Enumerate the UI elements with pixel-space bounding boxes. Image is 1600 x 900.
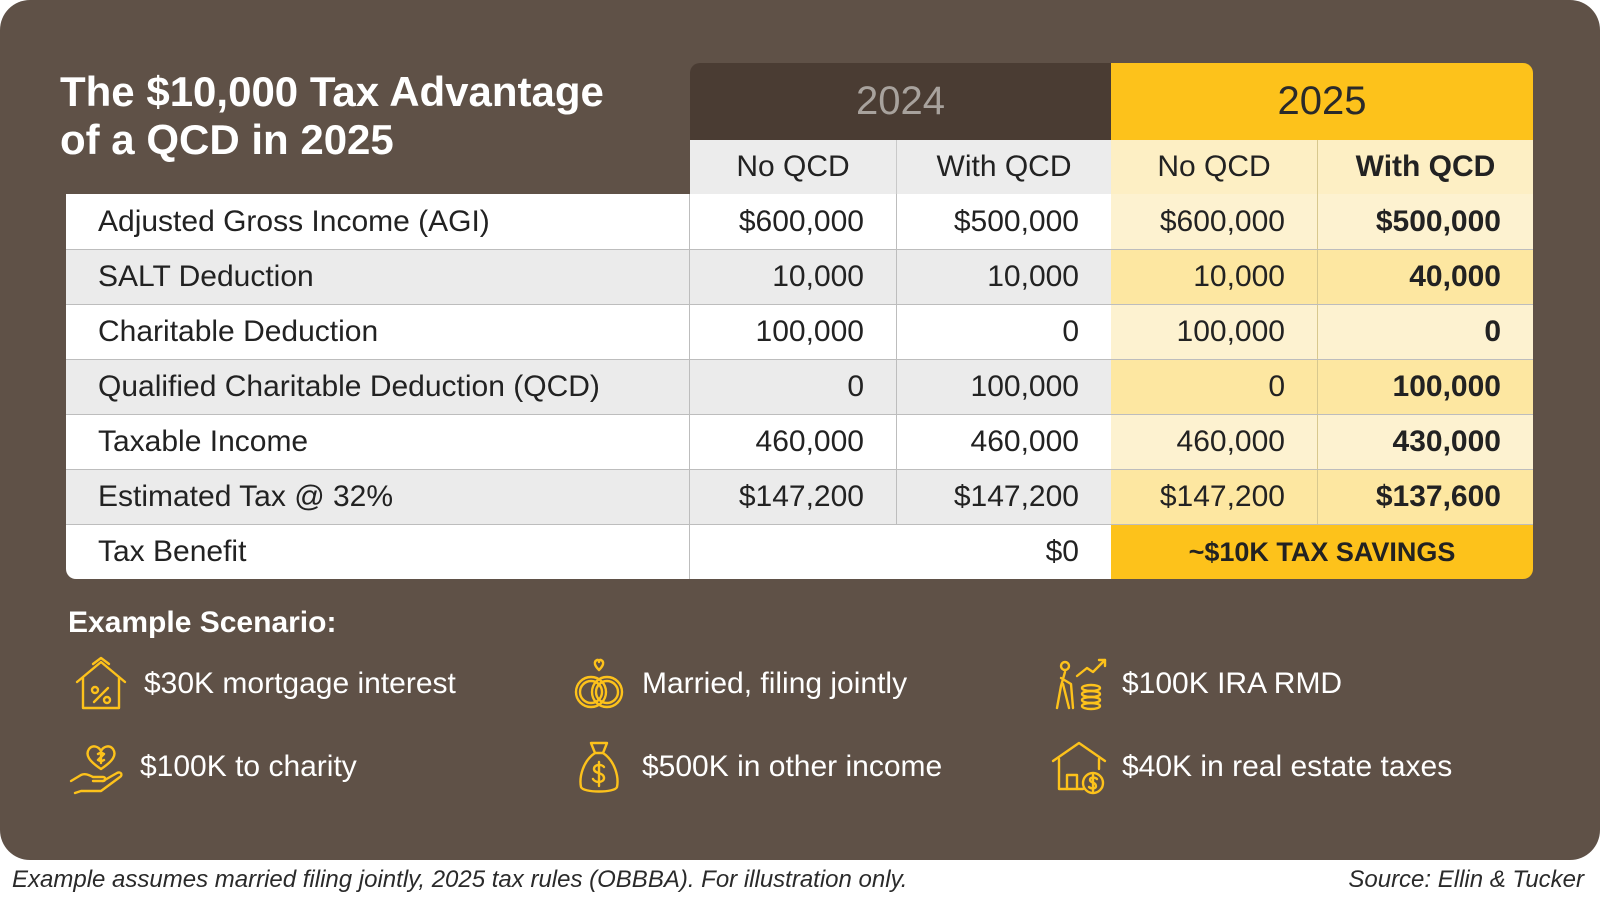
title-line-2: of a QCD in 2025 bbox=[60, 116, 394, 163]
cell-2024-no-qcd: 100,000 bbox=[690, 305, 897, 359]
scenario-item-text: $100K IRA RMD bbox=[1122, 667, 1343, 700]
cell-2025-no-qcd: $600,000 bbox=[1111, 194, 1318, 249]
table-body: Adjusted Gross Income (AGI) $600,000 $50… bbox=[66, 194, 1533, 579]
cell-2025-no-qcd: 100,000 bbox=[1111, 305, 1318, 359]
year-header-2024: 2024 bbox=[690, 63, 1111, 140]
table-row: Qualified Charitable Deduction (QCD) 0 1… bbox=[66, 359, 1533, 414]
cell-2024-no-qcd: 460,000 bbox=[690, 415, 897, 469]
table-row: Charitable Deduction 100,000 0 100,000 0 bbox=[66, 304, 1533, 359]
benefit-2024-cell: $0 bbox=[690, 525, 1111, 579]
cell-2024-with-qcd: 10,000 bbox=[897, 250, 1111, 304]
table-row: Taxable Income 460,000 460,000 460,000 4… bbox=[66, 414, 1533, 469]
scenario-title: Example Scenario: bbox=[68, 606, 337, 639]
cell-2024-with-qcd: 460,000 bbox=[897, 415, 1111, 469]
money-bag-icon bbox=[568, 736, 630, 798]
footnote: Example assumes married filing jointly, … bbox=[12, 866, 908, 893]
subheader-2025-with-qcd: With QCD bbox=[1318, 140, 1533, 194]
scenario-item-text: $30K mortgage interest bbox=[144, 667, 456, 700]
subheader-2025-no-qcd: No QCD bbox=[1111, 140, 1318, 194]
title-line-1: The $10,000 Tax Advantage bbox=[60, 68, 604, 115]
row-label: Tax Benefit bbox=[66, 525, 690, 579]
infographic-card: The $10,000 Tax Advantage of a QCD in 20… bbox=[0, 0, 1600, 860]
benefit-2025-cell: ~$10K TAX SAVINGS bbox=[1111, 525, 1533, 579]
scenario-item: $500K in other income bbox=[568, 735, 942, 799]
cell-2024-no-qcd: $147,200 bbox=[690, 470, 897, 524]
scenario-item-text: $40K in real estate taxes bbox=[1122, 750, 1453, 783]
row-label: SALT Deduction bbox=[66, 250, 690, 304]
cell-2025-with-qcd: 100,000 bbox=[1318, 360, 1533, 414]
cell-2025-with-qcd: 40,000 bbox=[1318, 250, 1533, 304]
cell-2024-with-qcd: 100,000 bbox=[897, 360, 1111, 414]
scenario-item: $40K in real estate taxes bbox=[1048, 735, 1452, 799]
cell-2024-with-qcd: $147,200 bbox=[897, 470, 1111, 524]
year-header-2025: 2025 bbox=[1111, 63, 1533, 140]
retiree-coins-icon bbox=[1048, 653, 1110, 715]
cell-2024-with-qcd: 0 bbox=[897, 305, 1111, 359]
rings-icon bbox=[568, 653, 630, 715]
scenario-item: $100K to charity bbox=[66, 735, 357, 799]
cell-2024-no-qcd: 0 bbox=[690, 360, 897, 414]
row-label: Charitable Deduction bbox=[66, 305, 690, 359]
cell-2025-with-qcd: 430,000 bbox=[1318, 415, 1533, 469]
subheader-2024-with-qcd: With QCD bbox=[897, 140, 1111, 194]
scenario-item-text: $500K in other income bbox=[642, 750, 943, 783]
page-title: The $10,000 Tax Advantage of a QCD in 20… bbox=[60, 68, 660, 164]
table-row: SALT Deduction 10,000 10,000 10,000 40,0… bbox=[66, 249, 1533, 304]
scenario-item: $30K mortgage interest bbox=[70, 652, 456, 716]
cell-2025-no-qcd: 460,000 bbox=[1111, 415, 1318, 469]
subheader-2024-no-qcd: No QCD bbox=[690, 140, 897, 194]
scenario-item-text: $100K to charity bbox=[140, 750, 357, 783]
row-label: Adjusted Gross Income (AGI) bbox=[66, 194, 690, 249]
cell-2025-no-qcd: 0 bbox=[1111, 360, 1318, 414]
source-credit: Source: Ellin & Tucker bbox=[1348, 866, 1584, 893]
tax-benefit-row: Tax Benefit $0 ~$10K TAX SAVINGS bbox=[66, 524, 1533, 579]
cell-2024-no-qcd: 10,000 bbox=[690, 250, 897, 304]
house-dollar-icon bbox=[1048, 736, 1110, 798]
cell-2024-with-qcd: $500,000 bbox=[897, 194, 1111, 249]
hand-heart-icon bbox=[66, 736, 128, 798]
cell-2025-with-qcd: 0 bbox=[1318, 305, 1533, 359]
row-label: Estimated Tax @ 32% bbox=[66, 470, 690, 524]
cell-2025-no-qcd: 10,000 bbox=[1111, 250, 1318, 304]
house-percent-icon bbox=[70, 653, 132, 715]
scenario-item-text: Married, filing jointly bbox=[642, 667, 908, 700]
row-label: Qualified Charitable Deduction (QCD) bbox=[66, 360, 690, 414]
cell-2024-no-qcd: $600,000 bbox=[690, 194, 897, 249]
table-row: Adjusted Gross Income (AGI) $600,000 $50… bbox=[66, 194, 1533, 249]
table-row: Estimated Tax @ 32% $147,200 $147,200 $1… bbox=[66, 469, 1533, 524]
cell-2025-no-qcd: $147,200 bbox=[1111, 470, 1318, 524]
scenario-item: Married, filing jointly bbox=[568, 652, 907, 716]
cell-2025-with-qcd: $137,600 bbox=[1318, 470, 1533, 524]
cell-2025-with-qcd: $500,000 bbox=[1318, 194, 1533, 249]
scenario-item: $100K IRA RMD bbox=[1048, 652, 1342, 716]
row-label: Taxable Income bbox=[66, 415, 690, 469]
